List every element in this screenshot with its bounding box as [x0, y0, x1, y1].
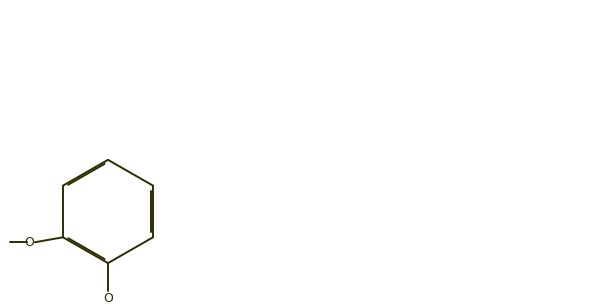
Text: O: O — [103, 292, 113, 305]
Text: O: O — [24, 236, 34, 249]
